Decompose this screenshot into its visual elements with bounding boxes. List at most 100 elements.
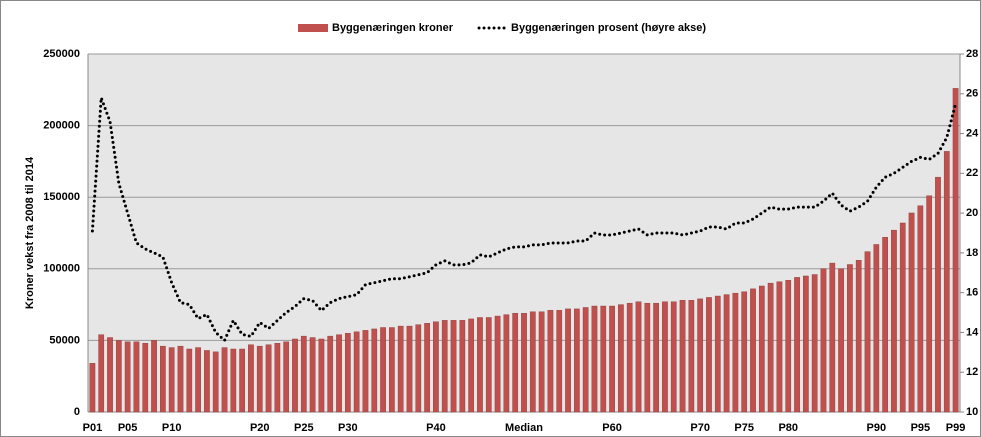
x-tick-label: P05 bbox=[118, 422, 138, 434]
bar bbox=[635, 301, 642, 413]
bar bbox=[794, 277, 800, 413]
bar bbox=[688, 300, 695, 413]
bar bbox=[529, 311, 536, 413]
bar bbox=[115, 340, 122, 413]
legend-label: Byggenæringen kroner bbox=[332, 22, 454, 34]
bar bbox=[803, 275, 809, 413]
y2-tick-label: 28 bbox=[966, 48, 978, 60]
y2-tick-label: 26 bbox=[966, 88, 978, 100]
bar bbox=[160, 345, 166, 413]
bar bbox=[415, 324, 422, 413]
bar bbox=[714, 295, 721, 413]
y-tick-label: 250000 bbox=[43, 48, 80, 60]
bar bbox=[732, 292, 739, 413]
bar bbox=[556, 310, 563, 413]
bar bbox=[371, 328, 378, 413]
bar bbox=[750, 288, 756, 413]
x-tick-label: P20 bbox=[250, 422, 270, 434]
bar bbox=[274, 343, 281, 413]
bar bbox=[758, 285, 765, 413]
bar bbox=[494, 315, 501, 413]
bar bbox=[609, 305, 615, 413]
bar bbox=[353, 331, 360, 413]
bar bbox=[107, 337, 113, 413]
bar bbox=[723, 294, 730, 413]
bar bbox=[133, 341, 140, 413]
bar bbox=[943, 151, 950, 413]
bar bbox=[820, 268, 827, 413]
bar bbox=[591, 305, 598, 413]
y2-tick-label: 18 bbox=[966, 247, 978, 259]
bar bbox=[512, 312, 519, 413]
bar bbox=[653, 302, 659, 413]
x-tick-label: P95 bbox=[911, 422, 931, 434]
bar bbox=[547, 310, 554, 413]
bar bbox=[327, 335, 334, 413]
legend-swatch bbox=[298, 24, 328, 32]
bar bbox=[397, 325, 404, 413]
bar bbox=[679, 300, 686, 413]
bar bbox=[186, 348, 193, 413]
bar bbox=[662, 301, 668, 413]
bar bbox=[433, 321, 439, 413]
y2-tick-label: 12 bbox=[966, 366, 978, 378]
bar bbox=[899, 222, 906, 413]
bar bbox=[829, 262, 836, 413]
bar bbox=[477, 317, 483, 413]
bar bbox=[485, 317, 492, 413]
x-tick-label: P01 bbox=[83, 422, 103, 434]
bar bbox=[248, 344, 254, 413]
bar bbox=[908, 212, 915, 413]
bar bbox=[292, 338, 298, 413]
bar bbox=[838, 268, 844, 413]
bar bbox=[847, 264, 853, 413]
legend-label: Byggenæringen prosent (høyre akse) bbox=[511, 22, 706, 34]
y-axis-label: Kroner vekst fra 2008 til 2014 bbox=[24, 156, 36, 309]
y2-tick-label: 16 bbox=[966, 287, 978, 299]
bar bbox=[873, 244, 880, 413]
bar bbox=[626, 302, 633, 413]
bar bbox=[767, 282, 774, 413]
y2-tick-label: 10 bbox=[966, 406, 978, 418]
bar bbox=[151, 340, 157, 413]
bar bbox=[644, 302, 651, 413]
y-tick-label: 200000 bbox=[43, 120, 80, 132]
line-series bbox=[90, 97, 958, 343]
bar bbox=[389, 327, 395, 413]
bar bbox=[380, 327, 386, 413]
bar bbox=[344, 333, 351, 413]
y2-tick-label: 22 bbox=[966, 167, 978, 179]
x-tick-label: Median bbox=[505, 422, 543, 434]
x-tick-label: P90 bbox=[867, 422, 887, 434]
bar bbox=[521, 312, 527, 413]
bar bbox=[362, 330, 369, 413]
bar bbox=[336, 334, 342, 413]
y-tick-label: 50000 bbox=[49, 334, 80, 346]
x-tick-label: P70 bbox=[690, 422, 710, 434]
bar bbox=[406, 325, 413, 413]
bar bbox=[926, 195, 933, 413]
bar bbox=[785, 280, 792, 413]
bar bbox=[300, 335, 307, 413]
y-tick-label: 150000 bbox=[43, 191, 80, 203]
bar bbox=[952, 88, 959, 413]
bar bbox=[935, 176, 941, 413]
bar bbox=[195, 347, 201, 413]
bar bbox=[98, 334, 105, 413]
y2-tick-label: 24 bbox=[966, 127, 979, 139]
bar bbox=[600, 305, 607, 413]
bar bbox=[855, 260, 862, 413]
bar bbox=[221, 347, 228, 413]
y-tick-label: 0 bbox=[74, 406, 80, 418]
bar bbox=[424, 323, 430, 413]
bar bbox=[441, 320, 448, 413]
bar bbox=[891, 229, 897, 413]
y2-tick-label: 14 bbox=[966, 326, 979, 338]
bar bbox=[864, 251, 871, 413]
bar bbox=[239, 348, 245, 413]
bar bbox=[204, 350, 210, 413]
bar bbox=[168, 347, 175, 413]
bar bbox=[811, 274, 818, 413]
